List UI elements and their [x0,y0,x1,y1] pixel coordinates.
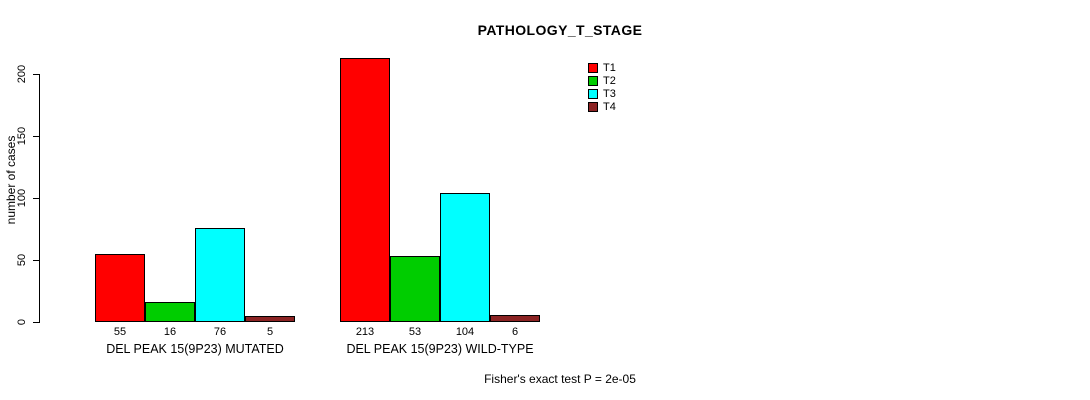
y-tick-label: 0 [16,318,28,326]
bar-value-label: 5 [266,326,274,338]
stats-footer: Fisher's exact test P = 2e-05 [484,372,636,386]
bar-t4 [245,316,295,322]
bar-t4 [490,315,540,322]
y-tick-label: 50 [16,253,28,267]
legend-label: T3 [603,88,616,100]
y-tick-mark [33,73,40,75]
bar-value-label: 104 [455,326,475,338]
y-tick-mark [33,135,40,137]
y-tick-label: 200 [16,64,28,84]
legend: T1 T2 T3 T4 [588,62,616,113]
bar-t3 [195,228,245,322]
legend-item: T1 [588,62,616,74]
bar-value-label: 76 [213,326,227,338]
y-tick-mark [33,197,40,199]
legend-item: T2 [588,75,616,87]
y-tick-label: 100 [16,188,28,208]
bar-t3 [440,193,490,322]
bar-value-label: 16 [163,326,177,338]
legend-swatch-icon [588,76,598,86]
legend-item: T3 [588,88,616,100]
legend-swatch-icon [588,102,598,112]
bar-value-label: 53 [408,326,422,338]
chart-title: PATHOLOGY_T_STAGE [477,22,643,38]
group-label: DEL PEAK 15(9P23) WILD-TYPE [346,342,534,356]
legend-label: T1 [603,62,616,74]
bar-value-label: 213 [355,326,375,338]
bar-t1 [95,254,145,322]
bar-t2 [390,256,440,322]
bar-value-label: 55 [113,326,127,338]
bar-t2 [145,302,195,322]
legend-item: T4 [588,101,616,113]
legend-label: T2 [603,75,616,87]
y-tick-mark [33,259,40,261]
legend-label: T4 [603,101,616,113]
legend-swatch-icon [588,89,598,99]
legend-swatch-icon [588,63,598,73]
group-label: DEL PEAK 15(9P23) MUTATED [106,342,284,356]
bar-t1 [340,58,390,322]
bar-value-label: 6 [511,326,519,338]
y-tick-label: 150 [16,126,28,146]
y-tick-mark [33,321,40,323]
